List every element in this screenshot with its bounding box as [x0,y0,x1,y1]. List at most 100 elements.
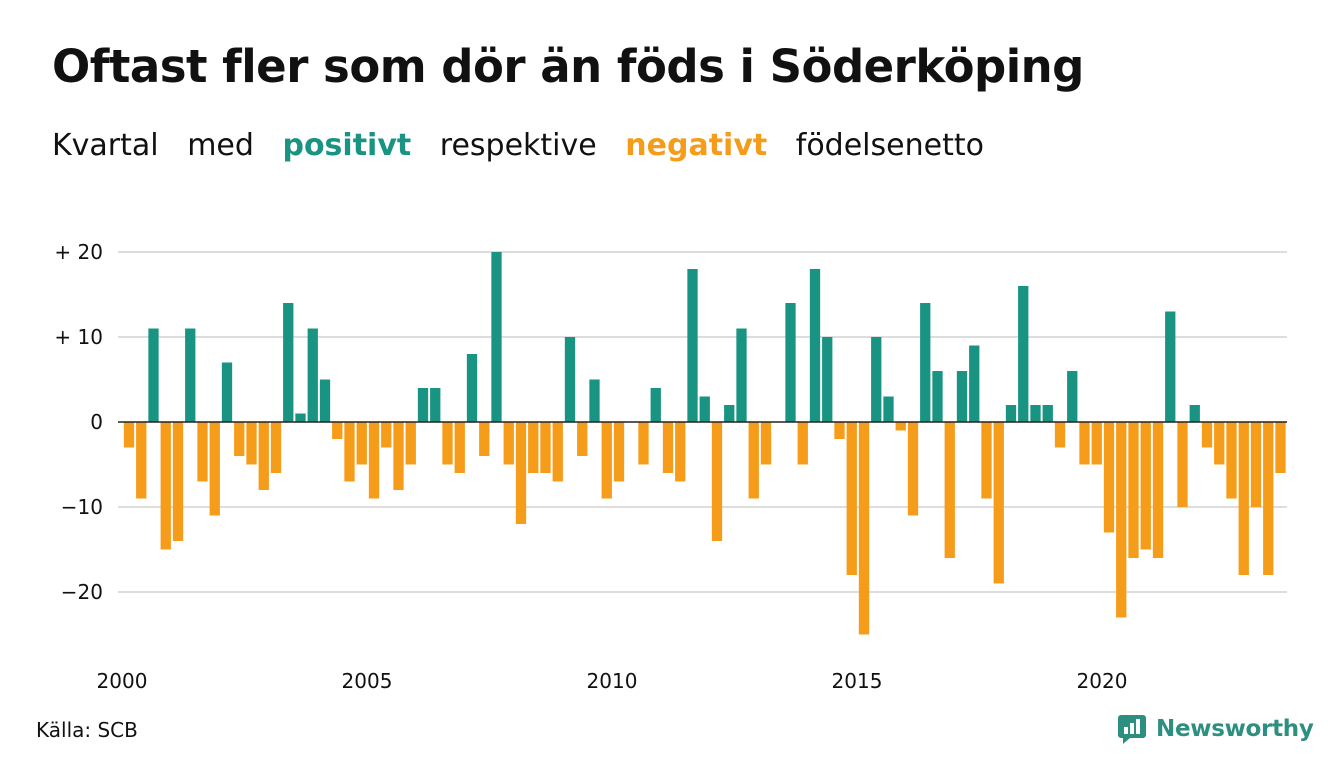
bar [1152,422,1164,558]
bar [883,396,894,422]
source-label: Källa: SCB [36,718,138,742]
bar [785,303,796,422]
bar [552,422,563,482]
subtitle-negative-label: negativt [625,128,768,163]
bar [491,252,502,422]
bar [601,422,612,499]
bar [1214,422,1225,465]
bar [675,422,686,482]
bar [589,379,600,422]
bar [760,422,772,465]
bar [393,422,404,490]
x-tick-label: 2000 [97,669,148,693]
bar [638,422,649,465]
bar [221,362,233,422]
bar [528,422,539,473]
bar [148,328,159,422]
bar [1140,422,1151,550]
bar [1189,405,1200,422]
bar [1067,371,1078,422]
bar [736,328,747,422]
y-tick-label: 0 [90,410,103,434]
x-tick-label: 2020 [1077,669,1128,693]
bar [1042,405,1053,422]
bar [1091,422,1102,465]
bar [932,371,943,422]
bar [185,328,196,422]
bar [136,422,147,499]
y-tick-label: −10 [61,495,103,519]
bar [234,422,245,456]
bar [270,422,282,473]
bar [920,303,931,422]
bar [846,422,857,575]
bar [283,303,294,422]
bar [344,422,355,482]
bar [993,422,1004,584]
bar [209,422,220,516]
bar [1030,405,1041,422]
bar [1128,422,1139,558]
bar [871,337,882,422]
bar [1018,286,1029,422]
bar [197,422,208,482]
bar [1238,422,1249,575]
bar [797,422,808,465]
y-tick-label: + 20 [54,240,103,264]
chart-subtitle: Kvartal med positivt respektive negativt… [52,128,1003,163]
bar [858,422,870,635]
bar-layer [123,252,1286,635]
bar [503,422,514,465]
bar [332,422,343,439]
bar [711,422,723,541]
bar [540,422,551,473]
bar [307,328,318,422]
bar [368,422,380,499]
bar [1005,405,1017,422]
bar [834,422,845,439]
axis-layer: + 20 + 10 0 −10 −20 2000 2005 2010 2015 2020 [54,240,1287,693]
bar [160,422,171,550]
bar [724,405,735,422]
bar [944,422,955,558]
bar [907,422,919,516]
y-tick-label: + 10 [54,325,103,349]
bar [246,422,257,465]
bar [515,422,527,524]
bar [1250,422,1262,507]
x-tick-label: 2015 [832,669,883,693]
bar [1116,422,1127,618]
bar [564,337,576,422]
bar [687,269,698,422]
x-tick-label: 2005 [342,669,393,693]
brand-logo: Newsworthy [1118,714,1314,744]
bar [172,422,184,541]
subtitle-word-respektive: respektive [439,128,597,163]
bar [258,422,269,490]
bar [356,422,367,465]
bar [123,422,135,448]
bar [466,354,478,422]
x-tick-label: 2010 [587,669,638,693]
grid-layer [118,251,1287,593]
chart-title: Oftast fler som dör än föds i Söderköpin… [52,40,1084,93]
bar [822,337,833,422]
bar [981,422,992,499]
bar [442,422,453,465]
bar [319,379,331,422]
bar [662,422,674,473]
bar [1201,422,1213,448]
bar [969,345,980,422]
bar [699,396,710,422]
bar [895,422,906,431]
subtitle-positive-label: positivt [282,128,412,163]
bar [1226,422,1237,499]
bar [809,269,821,422]
bar [295,413,306,422]
bar [650,388,661,422]
bar [1263,422,1274,575]
bar [479,422,490,456]
bar [405,422,416,465]
bar [956,371,968,422]
bar [1054,422,1066,448]
